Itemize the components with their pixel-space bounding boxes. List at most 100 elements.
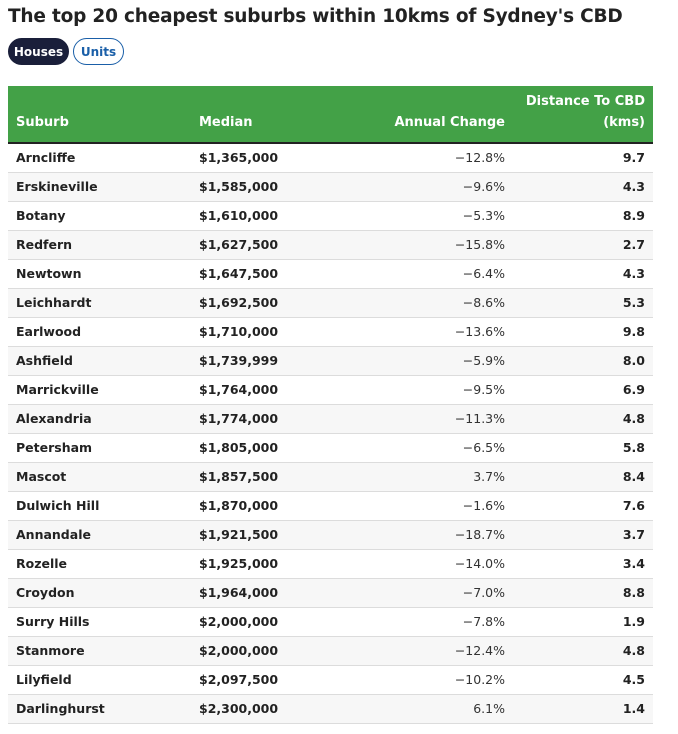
cell-distance: 8.4: [513, 462, 653, 492]
table-row: Surry Hills $2,000,000 −7.8% 1.9: [8, 607, 653, 637]
cell-distance: 6.9: [513, 375, 653, 405]
cell-annual-change: 6.1%: [351, 694, 513, 724]
header-suburb: Suburb: [8, 86, 191, 144]
cell-annual-change: −5.9%: [351, 346, 513, 376]
property-type-toggle: Houses Units: [8, 38, 124, 65]
cell-suburb: Rozelle: [8, 549, 191, 579]
cell-suburb: Petersham: [8, 433, 191, 463]
table-row: Rozelle $1,925,000 −14.0% 3.4: [8, 549, 653, 579]
cell-suburb: Earlwood: [8, 317, 191, 347]
cell-suburb: Arncliffe: [8, 143, 191, 173]
cell-annual-change: −15.8%: [351, 230, 513, 260]
cell-distance: 8.0: [513, 346, 653, 376]
header-distance: Distance To CBD (kms): [513, 86, 653, 144]
table-row: Marrickville $1,764,000 −9.5% 6.9: [8, 375, 653, 405]
cell-annual-change: −11.3%: [351, 404, 513, 434]
table-row: Petersham $1,805,000 −6.5% 5.8: [8, 433, 653, 463]
table-row: Annandale $1,921,500 −18.7% 3.7: [8, 520, 653, 550]
cell-annual-change: −10.2%: [351, 665, 513, 695]
table-row: Erskineville $1,585,000 −9.6% 4.3: [8, 172, 653, 202]
table-row: Darlinghurst $2,300,000 6.1% 1.4: [8, 694, 653, 724]
table-row: Redfern $1,627,500 −15.8% 2.7: [8, 230, 653, 260]
table-row: Stanmore $2,000,000 −12.4% 4.8: [8, 636, 653, 666]
cell-median: $1,692,500: [191, 288, 351, 318]
cell-annual-change: −12.8%: [351, 143, 513, 173]
cell-median: $1,964,000: [191, 578, 351, 608]
houses-button[interactable]: Houses: [8, 38, 69, 65]
cell-annual-change: −6.5%: [351, 433, 513, 463]
cell-median: $2,097,500: [191, 665, 351, 695]
cell-median: $1,739,999: [191, 346, 351, 376]
cell-distance: 1.9: [513, 607, 653, 637]
cell-annual-change: −9.5%: [351, 375, 513, 405]
cell-distance: 9.7: [513, 143, 653, 173]
cell-annual-change: −13.6%: [351, 317, 513, 347]
cell-median: $1,774,000: [191, 404, 351, 434]
header-median: Median: [191, 86, 351, 144]
table-row: Arncliffe $1,365,000 −12.8% 9.7: [8, 143, 653, 173]
cell-suburb: Redfern: [8, 230, 191, 260]
cell-median: $2,000,000: [191, 636, 351, 666]
cell-suburb: Stanmore: [8, 636, 191, 666]
cell-annual-change: −6.4%: [351, 259, 513, 289]
cell-suburb: Annandale: [8, 520, 191, 550]
cell-suburb: Surry Hills: [8, 607, 191, 637]
cell-suburb: Marrickville: [8, 375, 191, 405]
cell-suburb: Dulwich Hill: [8, 491, 191, 521]
cell-distance: 5.8: [513, 433, 653, 463]
header-annual-change: Annual Change: [351, 86, 513, 144]
table-body: Arncliffe $1,365,000 −12.8% 9.7 Erskineville…: [8, 143, 653, 724]
cell-distance: 4.3: [513, 259, 653, 289]
cell-median: $2,000,000: [191, 607, 351, 637]
table-row: Botany $1,610,000 −5.3% 8.9: [8, 201, 653, 231]
cell-median: $1,365,000: [191, 143, 351, 173]
cell-distance: 4.8: [513, 404, 653, 434]
cell-median: $1,585,000: [191, 172, 351, 202]
table-row: Lilyfield $2,097,500 −10.2% 4.5: [8, 665, 653, 695]
cell-median: $1,925,000: [191, 549, 351, 579]
table-row: Newtown $1,647,500 −6.4% 4.3: [8, 259, 653, 289]
cell-median: $1,627,500: [191, 230, 351, 260]
cell-distance: 3.7: [513, 520, 653, 550]
cell-annual-change: −9.6%: [351, 172, 513, 202]
cell-suburb: Darlinghurst: [8, 694, 191, 724]
cell-suburb: Croydon: [8, 578, 191, 608]
table-row: Alexandria $1,774,000 −11.3% 4.8: [8, 404, 653, 434]
cell-suburb: Mascot: [8, 462, 191, 492]
cell-distance: 3.4: [513, 549, 653, 579]
cell-annual-change: −7.8%: [351, 607, 513, 637]
cell-suburb: Alexandria: [8, 404, 191, 434]
cell-median: $1,647,500: [191, 259, 351, 289]
cell-median: $1,764,000: [191, 375, 351, 405]
cell-annual-change: −18.7%: [351, 520, 513, 550]
cell-distance: 7.6: [513, 491, 653, 521]
cell-distance: 8.9: [513, 201, 653, 231]
suburbs-table: Suburb Median Annual Change Distance To …: [8, 86, 653, 724]
units-button[interactable]: Units: [73, 38, 124, 65]
cell-annual-change: −14.0%: [351, 549, 513, 579]
cell-median: $1,857,500: [191, 462, 351, 492]
cell-suburb: Ashfield: [8, 346, 191, 376]
table-row: Croydon $1,964,000 −7.0% 8.8: [8, 578, 653, 608]
cell-median: $1,710,000: [191, 317, 351, 347]
table-header: Suburb Median Annual Change Distance To …: [8, 86, 653, 144]
cell-annual-change: −1.6%: [351, 491, 513, 521]
cell-distance: 5.3: [513, 288, 653, 318]
cell-annual-change: 3.7%: [351, 462, 513, 492]
table-row: Dulwich Hill $1,870,000 −1.6% 7.6: [8, 491, 653, 521]
cell-suburb: Newtown: [8, 259, 191, 289]
cell-distance: 4.8: [513, 636, 653, 666]
header-row: Suburb Median Annual Change Distance To …: [8, 86, 653, 144]
table-row: Earlwood $1,710,000 −13.6% 9.8: [8, 317, 653, 347]
cell-median: $2,300,000: [191, 694, 351, 724]
header-distance-line2: (kms): [603, 115, 645, 130]
cell-distance: 4.3: [513, 172, 653, 202]
cell-suburb: Erskineville: [8, 172, 191, 202]
cell-median: $1,921,500: [191, 520, 351, 550]
cell-suburb: Botany: [8, 201, 191, 231]
cell-median: $1,805,000: [191, 433, 351, 463]
cell-suburb: Leichhardt: [8, 288, 191, 318]
cell-annual-change: −5.3%: [351, 201, 513, 231]
cell-distance: 1.4: [513, 694, 653, 724]
cell-distance: 2.7: [513, 230, 653, 260]
